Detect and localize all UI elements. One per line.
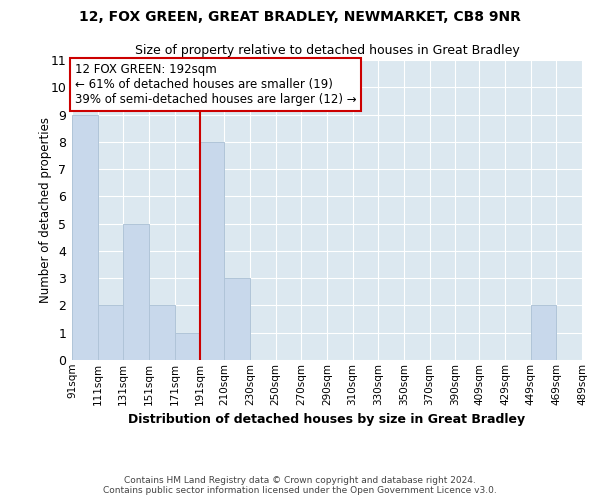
- Title: Size of property relative to detached houses in Great Bradley: Size of property relative to detached ho…: [134, 44, 520, 58]
- Y-axis label: Number of detached properties: Number of detached properties: [38, 117, 52, 303]
- Bar: [149, 306, 175, 360]
- Text: 12 FOX GREEN: 192sqm
← 61% of detached houses are smaller (19)
39% of semi-detac: 12 FOX GREEN: 192sqm ← 61% of detached h…: [74, 63, 356, 106]
- Text: 12, FOX GREEN, GREAT BRADLEY, NEWMARKET, CB8 9NR: 12, FOX GREEN, GREAT BRADLEY, NEWMARKET,…: [79, 10, 521, 24]
- Bar: [72, 114, 98, 360]
- X-axis label: Distribution of detached houses by size in Great Bradley: Distribution of detached houses by size …: [128, 413, 526, 426]
- Bar: [200, 142, 224, 360]
- Bar: [531, 306, 556, 360]
- Text: Contains HM Land Registry data © Crown copyright and database right 2024.
Contai: Contains HM Land Registry data © Crown c…: [103, 476, 497, 495]
- Bar: [224, 278, 250, 360]
- Bar: [98, 306, 123, 360]
- Bar: [123, 224, 149, 360]
- Bar: [175, 332, 200, 360]
